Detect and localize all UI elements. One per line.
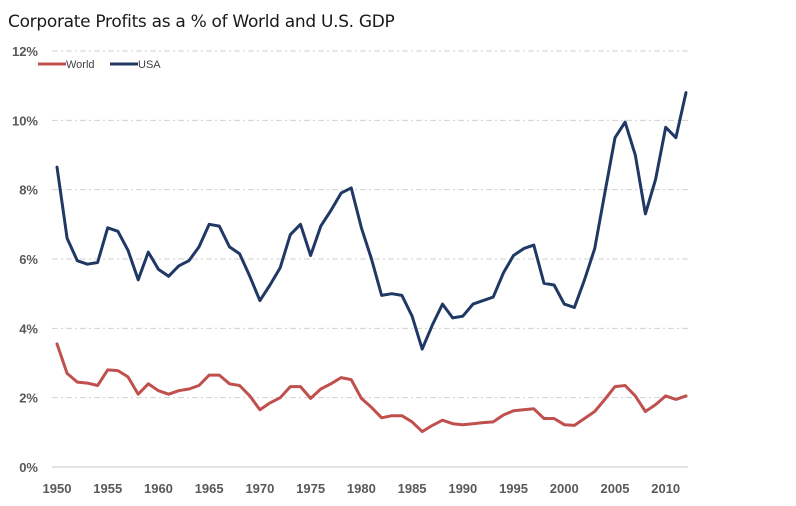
x-tick-label: 1975 — [296, 481, 325, 496]
y-tick-label: 12% — [12, 44, 38, 59]
y-axis: 0% 2% 4% 6% 8% 10% 12% — [12, 44, 38, 475]
series-lines — [55, 91, 688, 434]
legend: World USA — [38, 59, 161, 71]
chart-title: Corporate Profits as a % of World and U.… — [8, 12, 395, 32]
x-tick-label: 1980 — [347, 481, 376, 496]
x-tick-label: 1990 — [448, 481, 477, 496]
x-tick-label: 2005 — [601, 481, 630, 496]
y-tick-label: 2% — [19, 391, 38, 406]
x-tick-label: 1955 — [93, 481, 122, 496]
y-tick-label: 0% — [19, 460, 38, 475]
y-tick-label: 10% — [12, 113, 38, 128]
x-tick-label: 2010 — [651, 481, 680, 496]
legend-label-usa: USA — [138, 59, 161, 71]
x-tick-label: 1965 — [195, 481, 224, 496]
series-line-usa — [55, 91, 688, 351]
series-line-world — [55, 342, 688, 434]
y-tick-label: 6% — [19, 252, 38, 267]
legend-label-world: World — [66, 59, 95, 71]
x-tick-label: 1985 — [398, 481, 427, 496]
x-axis: 1950 1955 1960 1965 1970 1975 1980 1985 1990 1995… — [43, 481, 681, 496]
x-tick-label: 1995 — [499, 481, 528, 496]
x-tick-label: 1950 — [43, 481, 72, 496]
x-tick-label: 2000 — [550, 481, 579, 496]
y-tick-label: 8% — [19, 183, 38, 198]
y-tick-label: 4% — [19, 321, 38, 336]
x-tick-label: 1960 — [144, 481, 173, 496]
x-tick-label: 1970 — [245, 481, 274, 496]
